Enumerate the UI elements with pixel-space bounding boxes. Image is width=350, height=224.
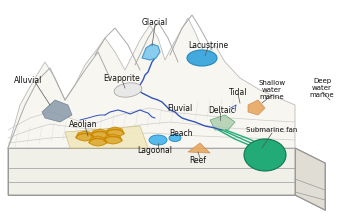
Polygon shape xyxy=(89,136,107,146)
Text: Aeolian: Aeolian xyxy=(69,119,97,129)
Ellipse shape xyxy=(149,135,167,145)
Polygon shape xyxy=(8,148,325,210)
Text: Evaporite: Evaporite xyxy=(104,73,140,82)
Text: Beach: Beach xyxy=(169,129,193,138)
Text: Tidal: Tidal xyxy=(229,88,247,97)
Polygon shape xyxy=(106,127,124,137)
Ellipse shape xyxy=(187,50,217,66)
Polygon shape xyxy=(65,126,148,148)
Text: Alluvial: Alluvial xyxy=(14,75,42,84)
Polygon shape xyxy=(91,129,109,139)
Polygon shape xyxy=(42,100,72,122)
Polygon shape xyxy=(188,143,210,153)
Text: Deep
water
marine: Deep water marine xyxy=(310,78,334,98)
Polygon shape xyxy=(210,115,235,130)
Text: Glacial: Glacial xyxy=(142,17,168,26)
Text: Lagoonal: Lagoonal xyxy=(138,146,173,155)
Ellipse shape xyxy=(114,83,142,97)
Polygon shape xyxy=(142,44,160,60)
Polygon shape xyxy=(8,5,325,148)
Text: Reef: Reef xyxy=(189,155,206,164)
Text: Deltaic: Deltaic xyxy=(209,106,236,114)
Polygon shape xyxy=(104,134,122,144)
Text: Submarine fan: Submarine fan xyxy=(246,127,298,133)
Polygon shape xyxy=(295,148,325,210)
Polygon shape xyxy=(248,100,265,115)
Text: Shallow
water
marine: Shallow water marine xyxy=(258,80,286,100)
Ellipse shape xyxy=(169,134,181,142)
Text: Fluvial: Fluvial xyxy=(167,103,192,112)
Text: Lacustrine: Lacustrine xyxy=(188,41,228,50)
Ellipse shape xyxy=(244,139,286,171)
Polygon shape xyxy=(8,5,325,148)
Polygon shape xyxy=(8,18,295,148)
Polygon shape xyxy=(76,131,94,141)
